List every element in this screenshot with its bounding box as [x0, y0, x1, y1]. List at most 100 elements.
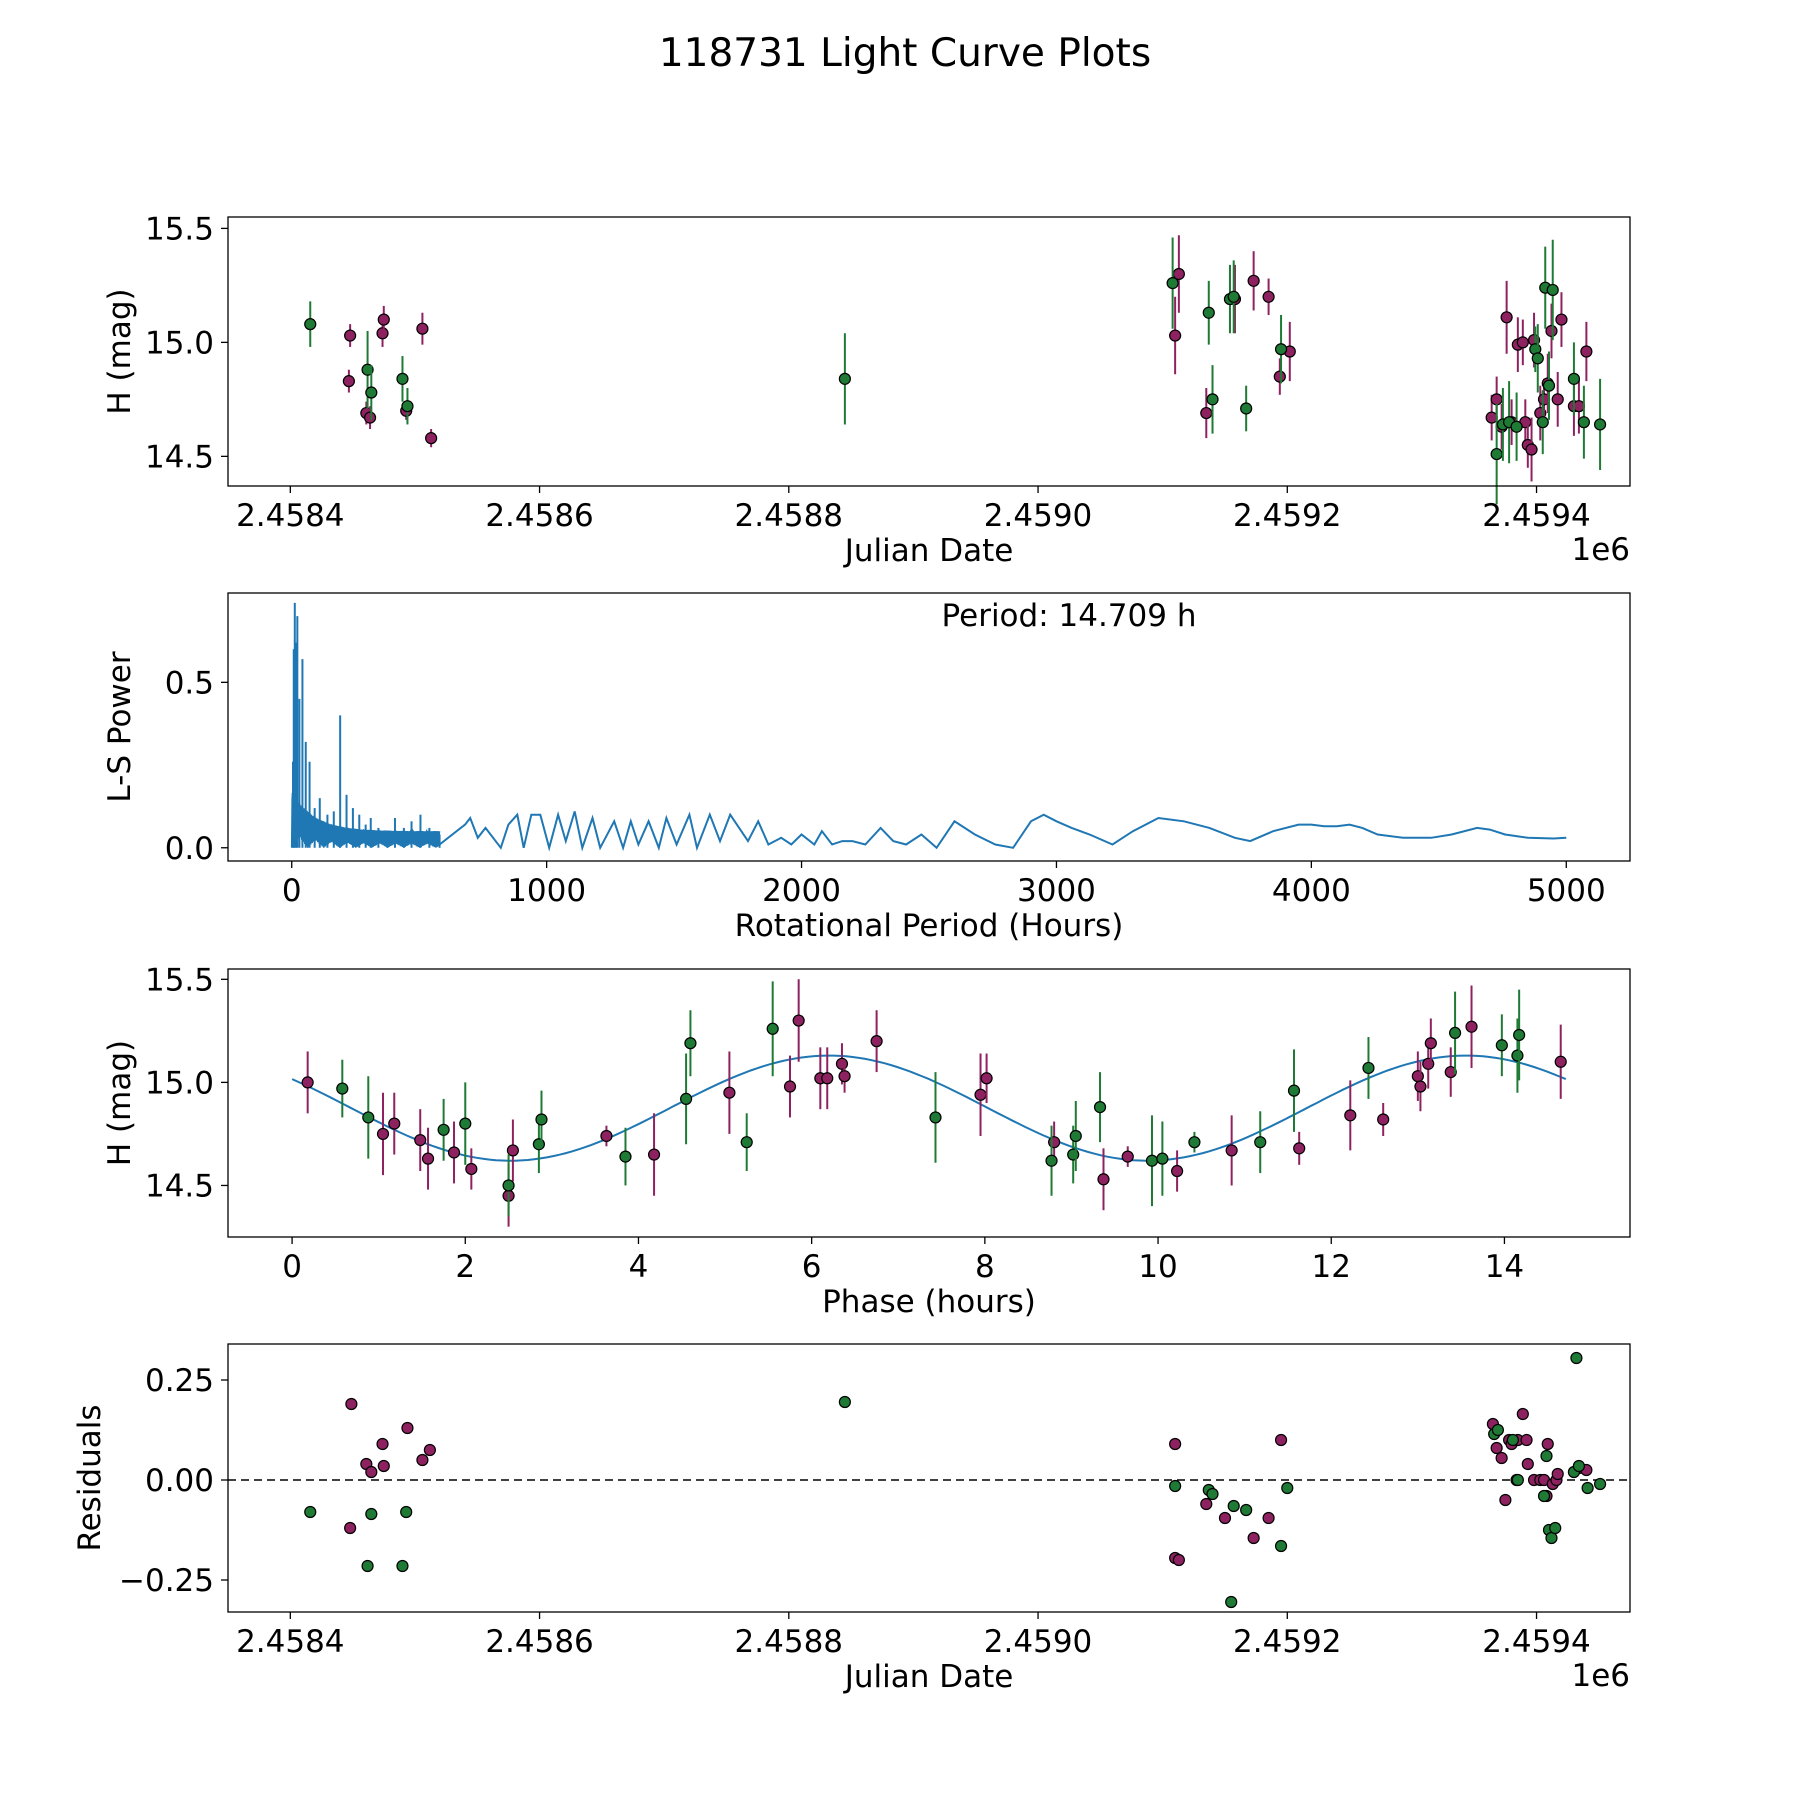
data-point: [1169, 329, 1182, 342]
data-point: [974, 1088, 987, 1101]
data-point: [1537, 1489, 1551, 1503]
data-point: [619, 1150, 632, 1163]
data-point: [1202, 306, 1215, 319]
x-tick-label: 3000: [1017, 873, 1096, 909]
data-point: [344, 329, 357, 342]
data-point: [1247, 1531, 1260, 1545]
data-point: [344, 1521, 357, 1535]
data-point: [1490, 1441, 1503, 1455]
phase-xlabel: Phase (hours): [822, 1284, 1036, 1320]
data-point: [1546, 283, 1559, 297]
data-point: [1225, 1144, 1238, 1157]
data-point: [1414, 1080, 1427, 1093]
data-point: [1580, 345, 1593, 358]
data-point: [506, 1144, 520, 1157]
data-point: [1577, 416, 1590, 429]
data-point: [1218, 1511, 1232, 1525]
data-point: [1344, 1109, 1357, 1122]
phase-marks: [291, 979, 1567, 1227]
data-point: [376, 327, 389, 340]
data-point: [535, 1113, 548, 1126]
data-point: [421, 1152, 435, 1165]
data-point: [1531, 352, 1544, 365]
data-point: [1465, 1020, 1478, 1033]
lightcurve-xlabel: Julian Date: [843, 533, 1014, 569]
data-point: [838, 1395, 851, 1409]
data-point: [1511, 1473, 1524, 1487]
data-point: [1411, 1070, 1424, 1083]
data-point: [1513, 1028, 1526, 1042]
data-point: [1495, 1451, 1508, 1465]
y-tick-label: 15.5: [145, 211, 214, 247]
data-point: [1362, 1061, 1375, 1075]
data-point: [1170, 1164, 1184, 1178]
y-tick-label: −0.25: [119, 1563, 214, 1599]
data-point: [1572, 400, 1586, 413]
data-point: [1069, 1129, 1082, 1143]
data-point: [1287, 1084, 1301, 1097]
data-point: [1499, 1493, 1512, 1507]
data-point: [336, 1082, 349, 1095]
data-point: [1500, 311, 1513, 324]
lightcurve-ylabel: H (mag): [102, 288, 138, 414]
data-point: [1555, 313, 1568, 326]
data-point: [783, 1080, 797, 1093]
x-tick-label: 2000: [762, 873, 841, 909]
y-tick-label: 15.0: [145, 325, 214, 361]
data-point: [363, 411, 377, 424]
data-point: [1293, 1142, 1306, 1155]
data-point: [377, 1459, 390, 1473]
data-point: [1169, 1437, 1182, 1451]
panel-periodogram: 0 1000 2000 3000 4000 5000 0.0 0.5 Period: 14.7…: [102, 592, 1631, 944]
data-point: [1593, 1477, 1607, 1491]
data-point: [980, 1072, 993, 1085]
data-point: [301, 1076, 314, 1089]
lightcurve-marks: [304, 235, 1607, 505]
data-point: [1516, 1407, 1529, 1421]
data-point: [365, 1507, 378, 1521]
data-point: [684, 1037, 697, 1050]
residual-marks: [228, 1351, 1630, 1609]
data-point: [377, 313, 390, 326]
periodogram-axes-frame: [227, 592, 1631, 862]
data-point: [416, 322, 429, 335]
x-tick-label: 2.4594: [1482, 1624, 1590, 1660]
periodogram-marks: [290, 602, 1567, 852]
y-tick-label: 15.5: [145, 962, 214, 998]
data-point: [1227, 290, 1240, 303]
data-point: [1377, 1113, 1390, 1126]
data-point: [1567, 372, 1581, 385]
data-point: [1274, 1433, 1288, 1447]
data-point: [679, 1092, 693, 1105]
data-point: [1424, 1037, 1437, 1050]
y-tick-label: 0.25: [145, 1363, 214, 1399]
data-point: [376, 1127, 390, 1141]
data-point: [1273, 370, 1286, 383]
data-point: [416, 1453, 429, 1467]
y-tick-label: 0.5: [165, 665, 214, 701]
x-tick-label: 2.4592: [1233, 498, 1341, 534]
panel-residuals: 2.4584 2.4586 2.4588 2.4590 2.4592 2.4594 −0.2…: [72, 1343, 1631, 1695]
data-point: [1581, 1481, 1594, 1495]
panel-lightcurve: 2.4584 2.4586 2.4588 2.4590 2.4592 2.4594 14.5…: [102, 211, 1631, 569]
data-point: [1240, 402, 1253, 415]
x-tick-label: 2.4588: [735, 498, 843, 534]
data-point: [414, 1134, 427, 1147]
data-point: [1225, 1595, 1238, 1609]
y-tick-label: 14.5: [145, 1168, 214, 1204]
fit-curve: [291, 1054, 1567, 1162]
x-tick-label: 2.4592: [1233, 1624, 1341, 1660]
data-point: [835, 1057, 849, 1070]
data-point: [1490, 447, 1503, 461]
data-point: [1262, 290, 1275, 303]
x-tick-label: 8: [975, 1249, 995, 1285]
data-point: [401, 400, 414, 413]
data-point: [1262, 1511, 1275, 1525]
panel-phase: 0 2 4 6 8 10 12 14 14.5 15.0 15.5 Phase (hours) H …: [102, 962, 1631, 1320]
power-curve: [438, 810, 1567, 852]
data-point: [388, 1117, 401, 1130]
data-point: [1067, 1148, 1080, 1161]
data-point: [838, 1070, 851, 1083]
data-point: [362, 1111, 375, 1124]
